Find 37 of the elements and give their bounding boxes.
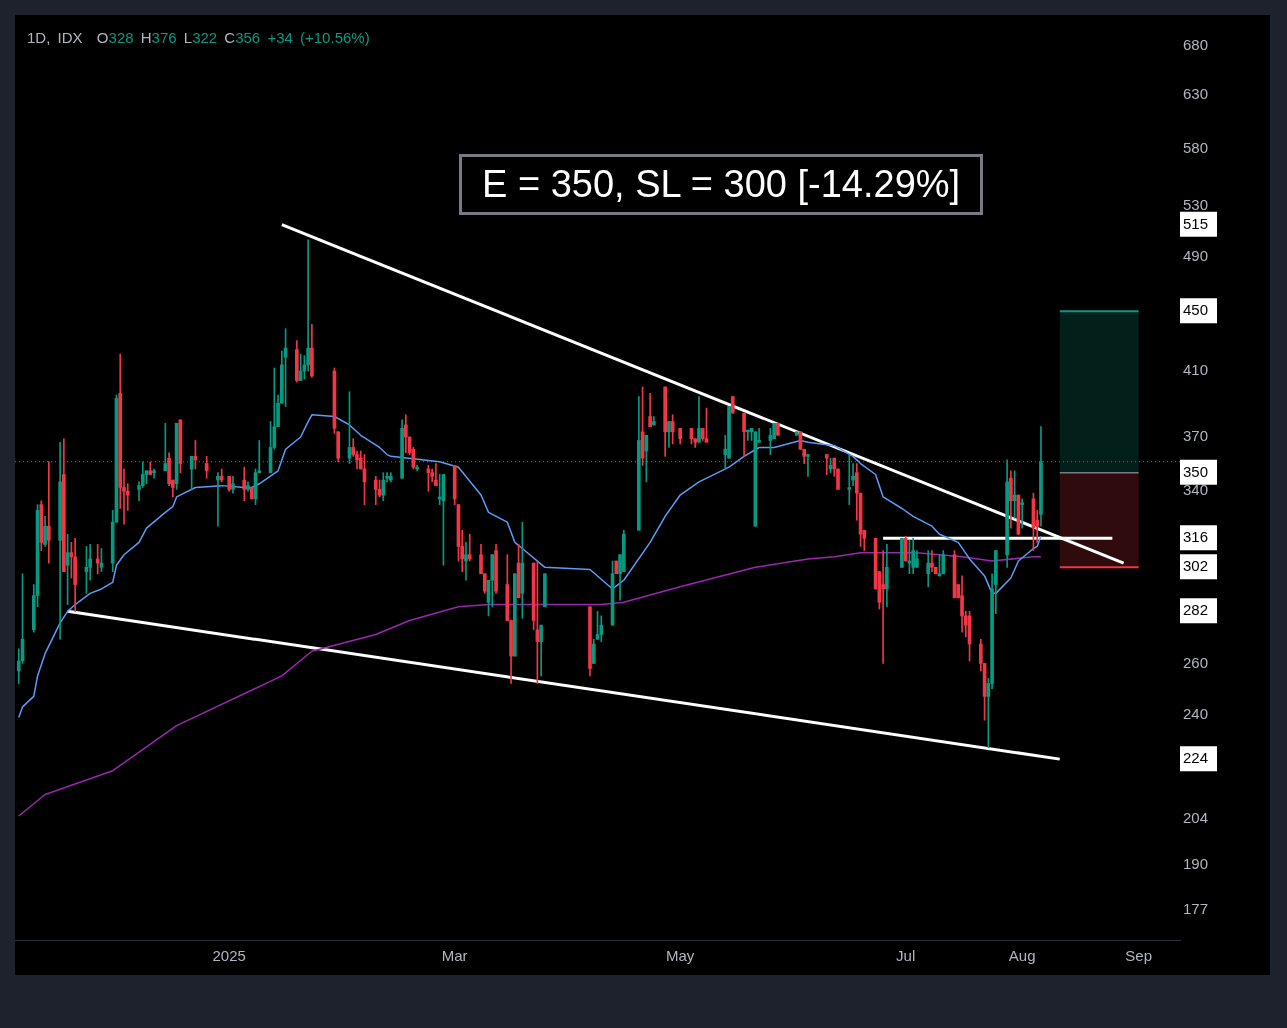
y-tick-label: 680 <box>1183 36 1209 54</box>
x-tick-label: Jul <box>896 947 916 965</box>
candlestick <box>824 454 829 475</box>
candlestick <box>467 533 472 562</box>
y-tick-label: 316 <box>1183 528 1209 546</box>
text: 1D, IDX <box>27 29 83 46</box>
y-tick-label: 177 <box>1183 900 1209 918</box>
annotation: E = 350, SL = 300 [-14.29%] <box>459 154 984 215</box>
candlestick <box>1020 498 1024 529</box>
y-tick-label: 204 <box>1183 809 1209 827</box>
x-tick-label: May <box>666 947 695 965</box>
candlestick <box>806 454 810 477</box>
x-tick-label: 2025 <box>212 947 246 965</box>
y-tick-label: 410 <box>1183 361 1209 379</box>
candlestick <box>216 472 220 527</box>
y-tick-label: 240 <box>1183 704 1209 722</box>
y-tick-label: 515 <box>1183 214 1209 232</box>
y-tick-label: 302 <box>1183 557 1209 575</box>
candlestick <box>930 550 934 572</box>
x-tick-label: Sep <box>1125 947 1153 965</box>
y-tick-label: 340 <box>1183 481 1209 499</box>
candlestick <box>464 542 468 581</box>
x-tick-label: Aug <box>1008 947 1036 965</box>
y-tick-label: 490 <box>1183 246 1209 264</box>
y-tick-label: 260 <box>1183 653 1209 671</box>
y-tick-label: 580 <box>1183 138 1209 156</box>
text: O328 H376 L322 C356 +34 (+10.56%) <box>96 29 370 46</box>
y-tick-label: 450 <box>1183 301 1209 319</box>
y-tick-label: 190 <box>1183 854 1209 872</box>
y-tick-label: 350 <box>1183 462 1209 480</box>
y-tick-label: 630 <box>1183 85 1209 103</box>
y-tick-label: 370 <box>1183 427 1209 445</box>
y-tick-label: 224 <box>1183 749 1209 767</box>
candlestick <box>881 550 885 664</box>
x-tick-label: Mar <box>441 947 468 965</box>
y-tick-label: 530 <box>1183 196 1209 214</box>
y-tick-label: 282 <box>1183 601 1209 619</box>
